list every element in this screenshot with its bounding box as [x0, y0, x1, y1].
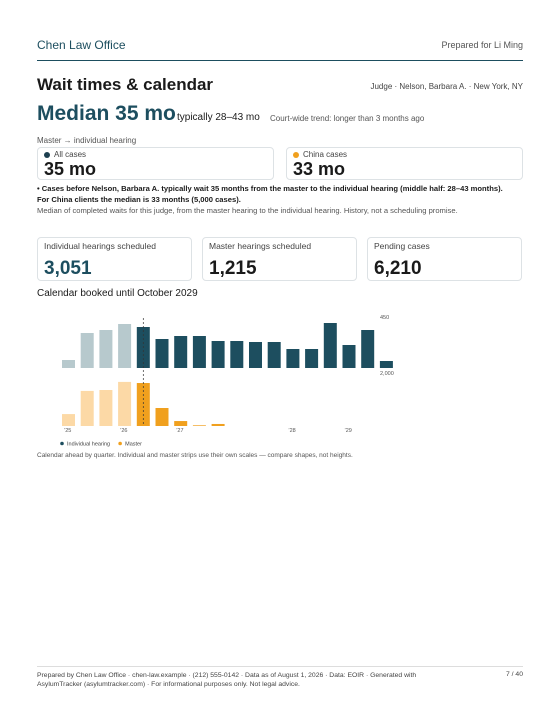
bar: [267, 342, 281, 368]
bar: [80, 390, 94, 426]
card-label-text: All cases: [54, 150, 87, 159]
bar: [62, 414, 75, 426]
bar: [174, 421, 188, 426]
bar: [249, 342, 262, 368]
stat-card: Pending cases 6,210: [367, 237, 522, 281]
stat-value: 3,051: [44, 258, 92, 279]
title: Wait times & calendar: [37, 75, 214, 94]
bar: [323, 323, 337, 368]
card-dot: [44, 151, 50, 158]
bar: [192, 336, 206, 368]
chart-title: Calendar booked until October 2029: [37, 288, 198, 299]
note: Median of completed waits for this judge…: [37, 206, 458, 215]
x-tick-label: ’29: [345, 428, 352, 434]
footer-text: Prepared by Chen Law Office · chen-law.e…: [37, 672, 417, 688]
summary: • Cases before Nelson, Barbara A. typica…: [37, 184, 503, 204]
card-value: 33 mo: [293, 159, 346, 179]
bar: [286, 349, 300, 368]
stat-card: Master hearings scheduled 1,215: [202, 237, 357, 281]
y-tick-label: 2,000: [380, 371, 394, 377]
bar: [136, 383, 150, 426]
bar: [192, 425, 206, 426]
bar: [118, 324, 132, 368]
legend-label: Individual hearing: [67, 442, 110, 448]
prepared-for: Prepared for Li Ming: [441, 40, 523, 50]
bar: [174, 336, 188, 368]
bar: [99, 330, 113, 368]
legend-label: Master: [125, 442, 142, 448]
x-tick-label: ’28: [288, 428, 295, 434]
footer-rule: [37, 666, 523, 667]
stat-label: Master hearings scheduled: [209, 241, 312, 251]
median-trend: Court-wide trend: longer than 3 months a…: [270, 114, 425, 123]
stat-value: 1,215: [209, 258, 257, 279]
bar: [211, 423, 225, 426]
stat-value: 6,210: [374, 258, 422, 279]
x-tick-label: ’27: [176, 428, 183, 434]
stat-label: Individual hearings scheduled: [44, 241, 156, 251]
bar: [361, 330, 375, 368]
bar: [211, 341, 225, 368]
y-tick-label: 450: [380, 315, 389, 321]
stat-card: Individual hearings scheduled 3,051: [37, 237, 192, 281]
bar: [62, 360, 75, 368]
card-dot: [293, 151, 299, 158]
bar: [155, 408, 169, 426]
x-tick-label: ’25: [64, 428, 71, 434]
bar: [379, 361, 393, 368]
bar: [305, 349, 319, 368]
x-tick-label: ’26: [120, 428, 127, 434]
card-value: 35 mo: [44, 159, 97, 179]
bar: [80, 333, 94, 368]
bar: [155, 339, 169, 368]
bar: [230, 341, 244, 368]
segment-label: Master → individual hearing: [37, 136, 137, 145]
card-label: All cases: [44, 150, 86, 159]
judge-line: Judge · Nelson, Barbara A. · New York, N…: [370, 82, 523, 91]
firm: Chen Law Office: [37, 38, 126, 52]
chart: 450 2,000 ’25 ’26 ’27 ’28 ’29 Individual hearin…: [60, 315, 394, 448]
chart-caption: Calendar ahead by quarter. Individual an…: [37, 452, 353, 459]
stat-label: Pending cases: [374, 241, 430, 251]
wait-card: China cases 33 mo: [286, 147, 523, 180]
bar: [342, 345, 356, 368]
legend-dot: [118, 441, 122, 446]
median-headline: Median 35 mo: [37, 102, 176, 125]
median-range: typically 28–43 mo: [177, 112, 260, 123]
page-number: 7 / 40: [505, 671, 523, 678]
rule: [37, 60, 523, 61]
wait-card: All cases 35 mo: [37, 147, 274, 180]
legend-dot: [60, 441, 64, 446]
bar: [118, 381, 132, 426]
card-label-text: China cases: [303, 150, 348, 159]
card-label: China cases: [293, 150, 347, 159]
bar: [99, 390, 113, 426]
